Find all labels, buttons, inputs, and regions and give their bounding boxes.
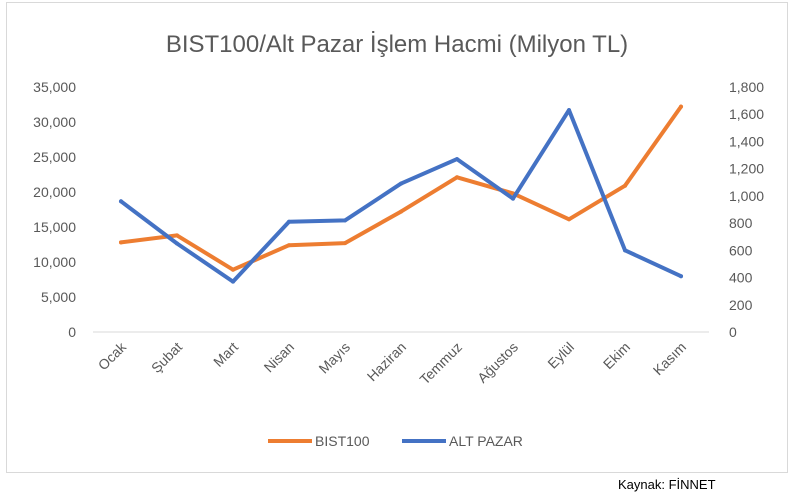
right-axis-tick-label: 200 — [729, 297, 753, 313]
left-axis-ticks: 0 5,000 10,000 15,000 20,000 25,000 30,000 35,0… — [33, 79, 76, 340]
chart-frame — [6, 2, 788, 473]
series-line-2 — [119, 108, 683, 284]
right-axis-tick-label: 400 — [729, 270, 753, 286]
data-point — [287, 219, 291, 224]
right-axis-tick-label: 800 — [729, 215, 753, 231]
left-axis-tick-label: 10,000 — [33, 254, 76, 270]
x-axis-tick-label: Ekim — [600, 339, 633, 372]
data-point — [175, 241, 179, 246]
x-axis-tick-label: Haziran — [364, 339, 409, 384]
x-axis-tick-label: Mart — [210, 339, 241, 370]
series-line-1 — [119, 104, 683, 272]
data-point — [343, 218, 347, 223]
right-axis-tick-label: 1,400 — [729, 133, 764, 149]
source-note: Kaynak: FİNNET — [618, 477, 716, 492]
data-point — [679, 274, 683, 279]
data-point — [511, 196, 515, 201]
right-axis-tick-label: 0 — [729, 324, 737, 340]
x-axis-tick-label: Nisan — [260, 339, 297, 376]
data-point — [679, 104, 683, 109]
x-axis-tick-label: Şubat — [148, 339, 185, 376]
right-axis-tick-label: 1,600 — [729, 106, 764, 122]
legend-label: BIST100 — [315, 433, 370, 449]
data-point — [623, 183, 627, 188]
right-axis-tick-label: 1,800 — [729, 79, 764, 95]
data-point — [119, 199, 123, 204]
right-axis-tick-label: 600 — [729, 242, 753, 258]
data-point — [455, 175, 459, 180]
left-axis-tick-label: 25,000 — [33, 149, 76, 165]
legend-label: ALT PAZAR — [449, 433, 523, 449]
x-axis-ticks: Ocak Şubat Mart Nisan Mayıs Haziran Temmuz Ağus… — [95, 338, 689, 387]
right-axis-tick-label: 1,000 — [729, 188, 764, 204]
data-point — [455, 157, 459, 162]
data-point — [231, 279, 235, 284]
x-axis-tick-label: Temmuz — [416, 339, 465, 388]
left-axis-tick-label: 35,000 — [33, 79, 76, 95]
x-axis-tick-label: Eylül — [544, 339, 577, 372]
data-point — [567, 217, 571, 222]
legend: BIST100 ALT PAZAR — [268, 433, 523, 449]
x-axis-tick-label: Mayıs — [315, 339, 353, 377]
left-axis-tick-label: 20,000 — [33, 184, 76, 200]
data-point — [175, 233, 179, 238]
data-point — [119, 240, 123, 245]
data-point — [399, 209, 403, 214]
series-lines — [119, 104, 683, 284]
x-axis-tick-label: Ocak — [95, 338, 130, 373]
x-axis-tick-label: Ağustos — [474, 339, 521, 386]
left-axis-tick-label: 30,000 — [33, 114, 76, 130]
data-point — [399, 181, 403, 186]
x-axis-tick-label: Kasım — [650, 339, 689, 378]
left-axis-tick-label: 15,000 — [33, 219, 76, 235]
left-axis-tick-label: 0 — [68, 324, 76, 340]
data-point — [623, 248, 627, 253]
data-point — [343, 241, 347, 246]
left-axis-tick-label: 5,000 — [41, 289, 76, 305]
chart-title: BIST100/Alt Pazar İşlem Hacmi (Milyon TL… — [166, 31, 628, 58]
data-point — [567, 108, 571, 113]
data-point — [287, 243, 291, 248]
right-axis-ticks: 0 200 400 600 800 1,000 1,200 1,400 1,600 1,800 — [729, 79, 764, 340]
data-point — [231, 267, 235, 272]
right-axis-tick-label: 1,200 — [729, 161, 764, 177]
